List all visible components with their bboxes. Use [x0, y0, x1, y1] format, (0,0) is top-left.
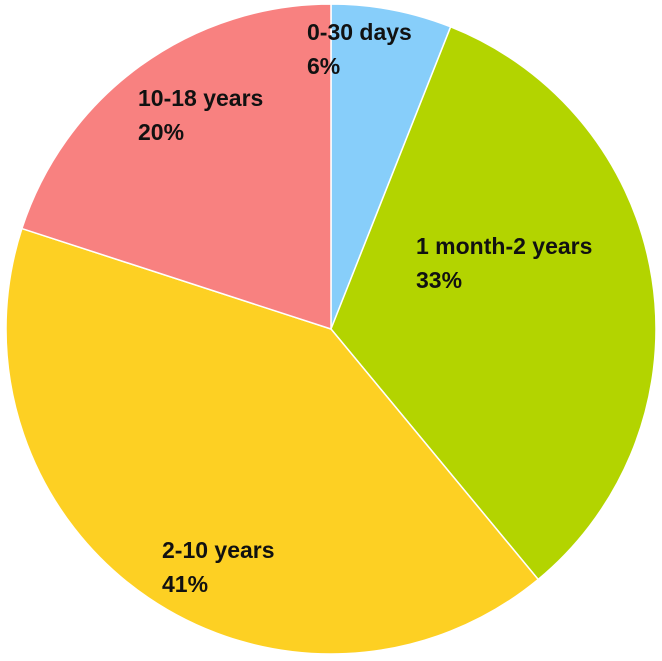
slice-label-1-month-2-years: 1 month-2 years [416, 233, 592, 259]
pie-slice-10-18-years [20, 3, 332, 331]
pie-labels: 0-30 days 6% 1 month-2 years 33% 2-10 ye… [138, 19, 592, 597]
slice-value-2-10-years: 41% [162, 571, 208, 597]
slice-label-2-10-years: 2-10 years [162, 537, 275, 563]
pie-slices [5, 3, 657, 655]
slice-value-10-18-years: 20% [138, 119, 184, 145]
slice-label-10-18-years: 10-18 years [138, 85, 263, 111]
slice-label-0-30-days: 0-30 days [307, 19, 412, 45]
pie-slice-1-month-2-years [330, 25, 657, 581]
pie-slice-0-30-days [330, 3, 452, 330]
slice-value-0-30-days: 6% [307, 53, 340, 79]
pie-slice-2-10-years [5, 227, 540, 655]
slice-value-1-month-2-years: 33% [416, 267, 462, 293]
